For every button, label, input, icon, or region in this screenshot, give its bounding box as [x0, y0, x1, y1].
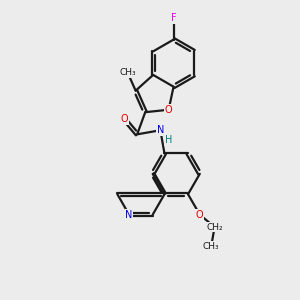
Text: CH₃: CH₃: [203, 242, 220, 250]
Text: F: F: [171, 14, 176, 23]
Text: CH₃: CH₃: [119, 68, 136, 77]
Text: O: O: [196, 210, 204, 220]
Text: CH₂: CH₂: [206, 223, 223, 232]
Text: N: N: [157, 125, 164, 135]
Text: H: H: [165, 135, 172, 145]
Text: O: O: [121, 114, 128, 124]
Text: N: N: [125, 210, 133, 220]
Text: O: O: [165, 105, 172, 115]
